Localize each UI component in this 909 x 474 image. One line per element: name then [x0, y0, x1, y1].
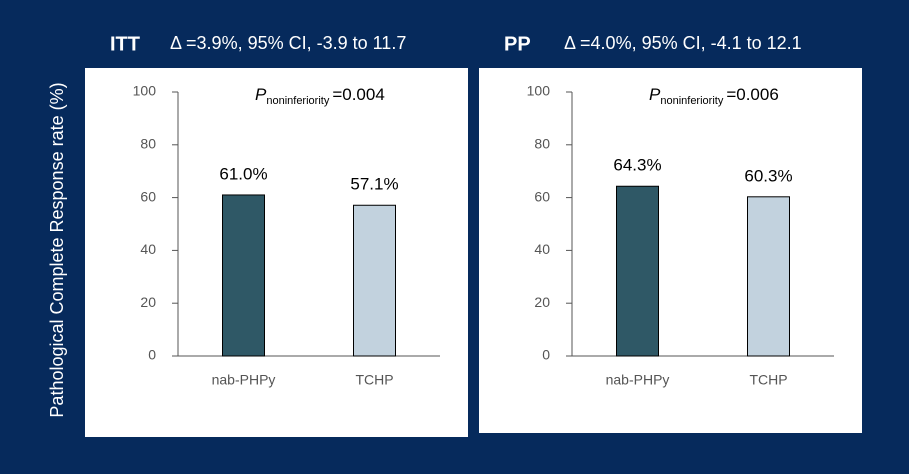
annotation-text: =0.004 [332, 85, 384, 104]
bar [616, 185, 659, 357]
value-label: 57.1% [350, 175, 398, 194]
panel [85, 68, 468, 437]
y-axis-label: Pathological Complete Response rate (%) [47, 82, 67, 417]
annotation-symbol: P [255, 85, 267, 104]
y-tick-label: 0 [542, 347, 550, 363]
annotation: Pnoninferiority =0.004 [255, 85, 385, 106]
y-tick-label: 0 [148, 347, 156, 363]
bar [747, 196, 790, 357]
y-tick-label: 40 [534, 241, 550, 257]
y-tick-label: 80 [534, 136, 550, 152]
chart-subtitle: Δ =3.9%, 95% CI, -3.9 to 11.7 [170, 33, 406, 53]
x-tick-label: nab-PHPy [606, 372, 670, 388]
x-tick-label: nab-PHPy [212, 372, 276, 388]
annotation-symbol: P [649, 85, 661, 104]
y-tick-label: 20 [534, 294, 550, 310]
chart-title: PP [504, 33, 531, 55]
annotation-subscript: noninferiority [660, 95, 723, 107]
x-tick-label: TCHP [355, 372, 393, 388]
y-tick-label: 100 [133, 83, 157, 99]
y-tick-label: 80 [140, 136, 156, 152]
y-tick-label: 100 [527, 83, 551, 99]
panel [479, 68, 862, 433]
value-label: 61.0% [219, 164, 267, 183]
annotation-text: =0.006 [726, 85, 778, 104]
annotation-subscript: noninferiority [266, 95, 329, 107]
y-tick-label: 20 [140, 294, 156, 310]
y-tick-label: 60 [140, 188, 156, 204]
chart-title: ITT [110, 33, 140, 55]
bar [353, 204, 396, 357]
value-label: 60.3% [744, 166, 792, 185]
x-tick-label: TCHP [749, 372, 787, 388]
y-tick-label: 40 [140, 241, 156, 257]
y-tick-label: 60 [534, 188, 550, 204]
chart-subtitle: Δ =4.0%, 95% CI, -4.1 to 12.1 [564, 33, 802, 53]
value-label: 64.3% [613, 156, 661, 175]
bar [222, 194, 265, 357]
annotation: Pnoninferiority =0.006 [649, 85, 779, 106]
